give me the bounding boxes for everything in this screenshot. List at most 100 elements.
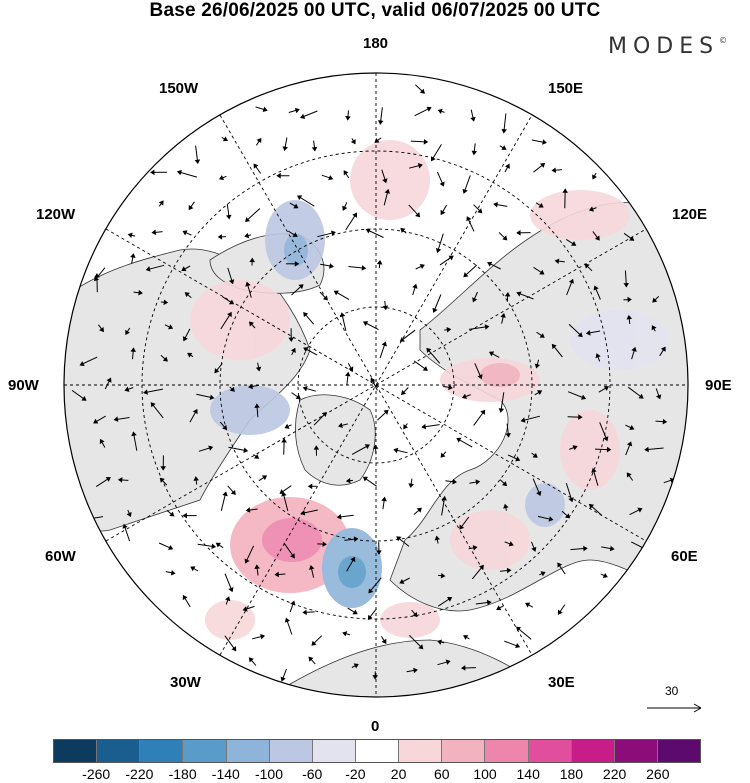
wind-vector-head bbox=[122, 523, 128, 529]
wind-vector-head bbox=[182, 230, 188, 236]
wind-vector-head bbox=[432, 307, 438, 313]
wind-vector-head bbox=[208, 445, 214, 451]
wind-vector-head bbox=[231, 646, 237, 652]
wind-vector-head bbox=[475, 479, 481, 485]
wind-vector-head bbox=[126, 511, 132, 518]
wind-vector-head bbox=[399, 578, 405, 584]
wind-vector-head bbox=[651, 325, 657, 331]
wind-vector-head bbox=[421, 423, 427, 430]
wind-vector-head bbox=[99, 326, 104, 333]
wind-vector-head bbox=[222, 136, 229, 142]
wind-vector-head bbox=[158, 200, 164, 206]
wind-vector-head bbox=[471, 150, 478, 156]
wind-vector-head bbox=[662, 418, 668, 425]
wind-vector-head bbox=[537, 390, 543, 396]
wind-vector-head bbox=[477, 208, 483, 214]
wind-vector-head bbox=[209, 394, 215, 400]
wind-vector-head bbox=[280, 676, 286, 682]
wind-vector-head bbox=[500, 312, 506, 318]
meridian-120-300 bbox=[105, 228, 647, 542]
colorbar-segment bbox=[399, 740, 443, 762]
wind-vector-head bbox=[333, 290, 339, 296]
graticule bbox=[64, 73, 688, 697]
wind-vector-head bbox=[419, 263, 425, 270]
wind-vector-head bbox=[606, 446, 612, 453]
wind-vector-head bbox=[417, 163, 423, 169]
wind-vector-head bbox=[192, 408, 198, 415]
wind-vector-head bbox=[127, 232, 133, 238]
colorbar-segment bbox=[528, 740, 572, 762]
wind-vector-head bbox=[551, 167, 557, 173]
wind-vector-head bbox=[644, 446, 649, 453]
lon-label-120e: 120E bbox=[672, 206, 708, 223]
wind-vector-head bbox=[548, 516, 554, 522]
wind-vector-head bbox=[372, 675, 379, 680]
wind-vector-head bbox=[516, 291, 522, 297]
wind-vector-head bbox=[168, 544, 174, 551]
wind-vector-head bbox=[362, 321, 369, 327]
wind-vector-head bbox=[169, 511, 175, 517]
wind-vector-head bbox=[168, 324, 174, 330]
wind-vector-head bbox=[412, 283, 418, 289]
wind-vector-head bbox=[439, 181, 445, 187]
wind-vector-head bbox=[352, 609, 358, 615]
colorbar-segment bbox=[571, 740, 615, 762]
wind-vector-head bbox=[170, 569, 176, 576]
wind-vector-head bbox=[393, 447, 399, 454]
wind-vector-head bbox=[300, 113, 306, 119]
meridian-30-210 bbox=[219, 114, 533, 656]
wind-vector-head bbox=[516, 229, 521, 236]
land-masses bbox=[64, 202, 688, 697]
negative-anomaly-europe-core bbox=[338, 556, 366, 588]
wind-vector-head bbox=[399, 336, 405, 342]
negative-anomaly-central-asia bbox=[570, 310, 670, 370]
wind-vector-head bbox=[539, 163, 546, 168]
wind-vector-head bbox=[125, 329, 130, 335]
wind-vector-head bbox=[609, 545, 615, 552]
wind-vector-head bbox=[245, 507, 251, 513]
wind-vector-head bbox=[311, 146, 318, 152]
wind-vector-head bbox=[508, 541, 514, 547]
wind-vector-head bbox=[260, 634, 266, 640]
wind-vector-head bbox=[370, 377, 376, 383]
wind-vector-head bbox=[124, 386, 130, 392]
wind-vector-head bbox=[415, 212, 421, 218]
wind-vector-head bbox=[262, 106, 268, 113]
wind-vector-head bbox=[225, 596, 231, 602]
wind-vector-head bbox=[440, 452, 446, 458]
wind-vector-head bbox=[594, 235, 600, 241]
wind-vector-head bbox=[539, 269, 545, 275]
wind-vector-head bbox=[441, 495, 447, 501]
wind-vector-head bbox=[295, 394, 301, 400]
wind-vector-head bbox=[488, 351, 495, 357]
wind-vector-head bbox=[626, 441, 633, 447]
colorbar-tick-label: 260 bbox=[646, 766, 670, 782]
wind-vector-head bbox=[502, 481, 508, 487]
positive-anomaly-east bbox=[530, 190, 630, 240]
wind-vector-head bbox=[150, 169, 155, 176]
lon-label-90e: 90E bbox=[705, 377, 732, 394]
wind-vector-head bbox=[350, 139, 356, 145]
wind-vector-head bbox=[329, 263, 334, 269]
wind-vector-head bbox=[412, 612, 418, 618]
wind-vector-head bbox=[448, 255, 454, 261]
wind-vector-head bbox=[151, 229, 157, 236]
wind-vector-head bbox=[79, 361, 85, 367]
wind-vector-head bbox=[190, 566, 196, 572]
wind-vector-head bbox=[245, 217, 251, 223]
colorbar-segment bbox=[312, 740, 356, 762]
wind-vector-head bbox=[150, 402, 156, 408]
wind-vector-head bbox=[562, 188, 568, 193]
wind-vector-head bbox=[138, 289, 143, 296]
wind-vector-head bbox=[593, 285, 599, 291]
wind-vector-head bbox=[93, 418, 99, 424]
lon-label-60w: 60W bbox=[45, 548, 76, 565]
wind-vector-head bbox=[130, 347, 136, 352]
wind-vector-head bbox=[248, 657, 254, 663]
wind-vector-head bbox=[623, 282, 629, 288]
wind-vector-head bbox=[254, 403, 260, 408]
wind-vector-head bbox=[182, 512, 187, 519]
wind-vector-head bbox=[184, 292, 190, 298]
wind-vector-head bbox=[463, 635, 469, 640]
positive-anomaly-far-east bbox=[560, 410, 620, 490]
